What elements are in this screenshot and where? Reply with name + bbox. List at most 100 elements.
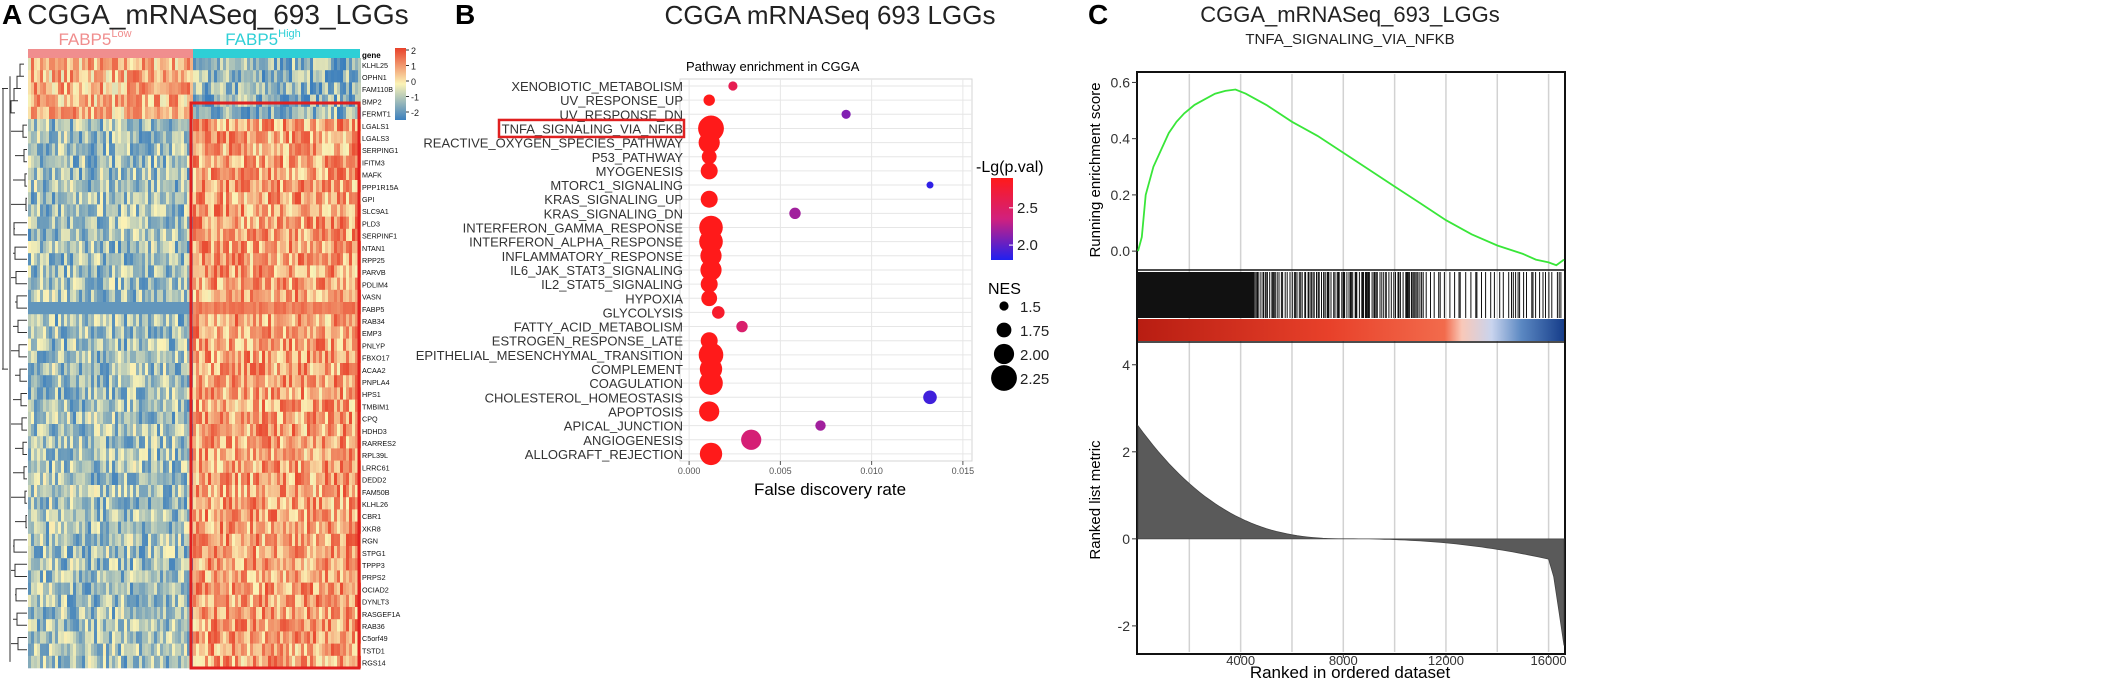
heatmap-cell xyxy=(82,131,85,144)
heatmap-cell xyxy=(217,399,220,413)
heatmap-cell xyxy=(67,216,70,230)
heatmap-cell xyxy=(175,204,178,217)
heatmap-cell xyxy=(40,363,43,376)
heatmap-cell xyxy=(31,106,34,120)
heatmap-cell xyxy=(34,277,37,291)
heatmap-cell xyxy=(55,228,58,242)
heatmap-cell xyxy=(148,424,151,437)
heatmap-cell xyxy=(340,204,343,217)
heatmap-cell xyxy=(100,131,103,144)
heatmap-cell xyxy=(247,228,250,242)
heatmap-cell xyxy=(97,436,100,449)
heatmap-cell xyxy=(64,582,67,596)
heatmap-cell xyxy=(283,94,286,108)
heatmap-cell xyxy=(235,485,238,498)
heatmap-cell xyxy=(277,314,280,327)
heatmap-cell xyxy=(205,472,208,486)
heatmap-cell xyxy=(154,594,157,608)
heatmap-cell xyxy=(235,314,238,327)
heatmap-cell xyxy=(247,167,250,181)
heatmap-cell xyxy=(64,204,67,217)
heatmap-cell xyxy=(355,363,358,376)
heatmap-cell xyxy=(70,570,73,583)
heatmap-cell xyxy=(322,265,325,278)
heatmap-cell xyxy=(133,82,136,95)
heatmap-cell xyxy=(232,546,235,559)
heatmap-cell xyxy=(277,58,280,71)
heatmap-cell xyxy=(88,106,91,120)
heatmap-cell xyxy=(160,192,163,205)
heatmap-cell xyxy=(271,302,274,315)
heatmap-cell xyxy=(259,350,262,364)
heatmap-cell xyxy=(232,253,235,266)
heatmap-cell xyxy=(199,106,202,120)
heatmap-cell xyxy=(229,558,232,571)
heatmap-cell xyxy=(82,533,85,547)
heatmap-cell xyxy=(28,326,31,339)
heatmap-cell xyxy=(172,143,175,156)
heatmap-cell xyxy=(223,167,226,181)
heatmap-cell xyxy=(172,497,175,510)
heatmap-cell xyxy=(349,228,352,242)
heatmap-cell xyxy=(205,387,208,400)
heatmap-cell xyxy=(202,302,205,315)
heatmap-cell xyxy=(253,460,256,474)
heatmap-cell xyxy=(193,326,196,339)
heatmap-cell xyxy=(154,521,157,535)
heatmap-cell xyxy=(244,424,247,437)
heatmap-cell xyxy=(70,228,73,242)
heatmap-cell xyxy=(238,472,241,486)
heatmap-cell xyxy=(202,94,205,108)
heatmap-cell xyxy=(247,277,250,291)
heatmap-cell xyxy=(214,424,217,437)
heatmap-cell xyxy=(151,424,154,437)
heatmap-cell xyxy=(298,204,301,217)
heatmap-cell xyxy=(139,106,142,120)
heatmap-cell xyxy=(133,570,136,583)
heatmap-cell xyxy=(199,411,202,425)
heatmap-cell xyxy=(115,302,118,315)
heatmap-cell xyxy=(136,350,139,364)
heatmap-cell xyxy=(193,167,196,181)
heatmap-cell xyxy=(163,424,166,437)
heatmap-cell xyxy=(196,289,199,303)
heatmap-cell xyxy=(235,350,238,364)
heatmap-cell xyxy=(340,570,343,583)
heatmap-cell xyxy=(163,82,166,95)
heatmap-cell xyxy=(274,472,277,486)
heatmap-cell xyxy=(265,497,268,510)
heatmap-cell xyxy=(241,460,244,474)
heatmap-cell xyxy=(112,253,115,266)
heatmap-cell xyxy=(64,375,67,388)
heatmap-cell xyxy=(55,70,58,83)
heatmap-cell xyxy=(244,594,247,608)
heatmap-cell xyxy=(58,424,61,437)
heatmap-cell xyxy=(322,460,325,474)
heatmap-cell xyxy=(139,509,142,522)
heatmap-cell xyxy=(136,155,139,169)
heatmap-cell xyxy=(46,70,49,83)
heatmap-cell xyxy=(262,228,265,242)
heatmap-cell xyxy=(64,216,67,230)
heatmap-cell xyxy=(103,411,106,425)
heatmap-cell xyxy=(322,253,325,266)
heatmap-cell xyxy=(82,436,85,449)
heatmap-cell xyxy=(127,119,130,132)
heatmap-cell xyxy=(160,143,163,156)
heatmap-cell xyxy=(196,155,199,169)
heatmap-cell xyxy=(112,594,115,608)
heatmap-cell xyxy=(79,143,82,156)
heatmap-cell xyxy=(130,558,133,571)
heatmap-cell xyxy=(283,289,286,303)
heatmap-cell xyxy=(133,399,136,413)
heatmap-cell xyxy=(229,546,232,559)
heatmap-cell xyxy=(196,460,199,474)
heatmap-cell xyxy=(280,546,283,559)
heatmap-cell xyxy=(73,192,76,205)
heatmap-cell xyxy=(169,70,172,83)
heatmap-cell xyxy=(106,58,109,71)
heatmap-cell xyxy=(127,253,130,266)
heatmap-cell xyxy=(154,375,157,388)
heatmap-cell xyxy=(91,241,94,254)
heatmap-cell xyxy=(142,180,145,193)
